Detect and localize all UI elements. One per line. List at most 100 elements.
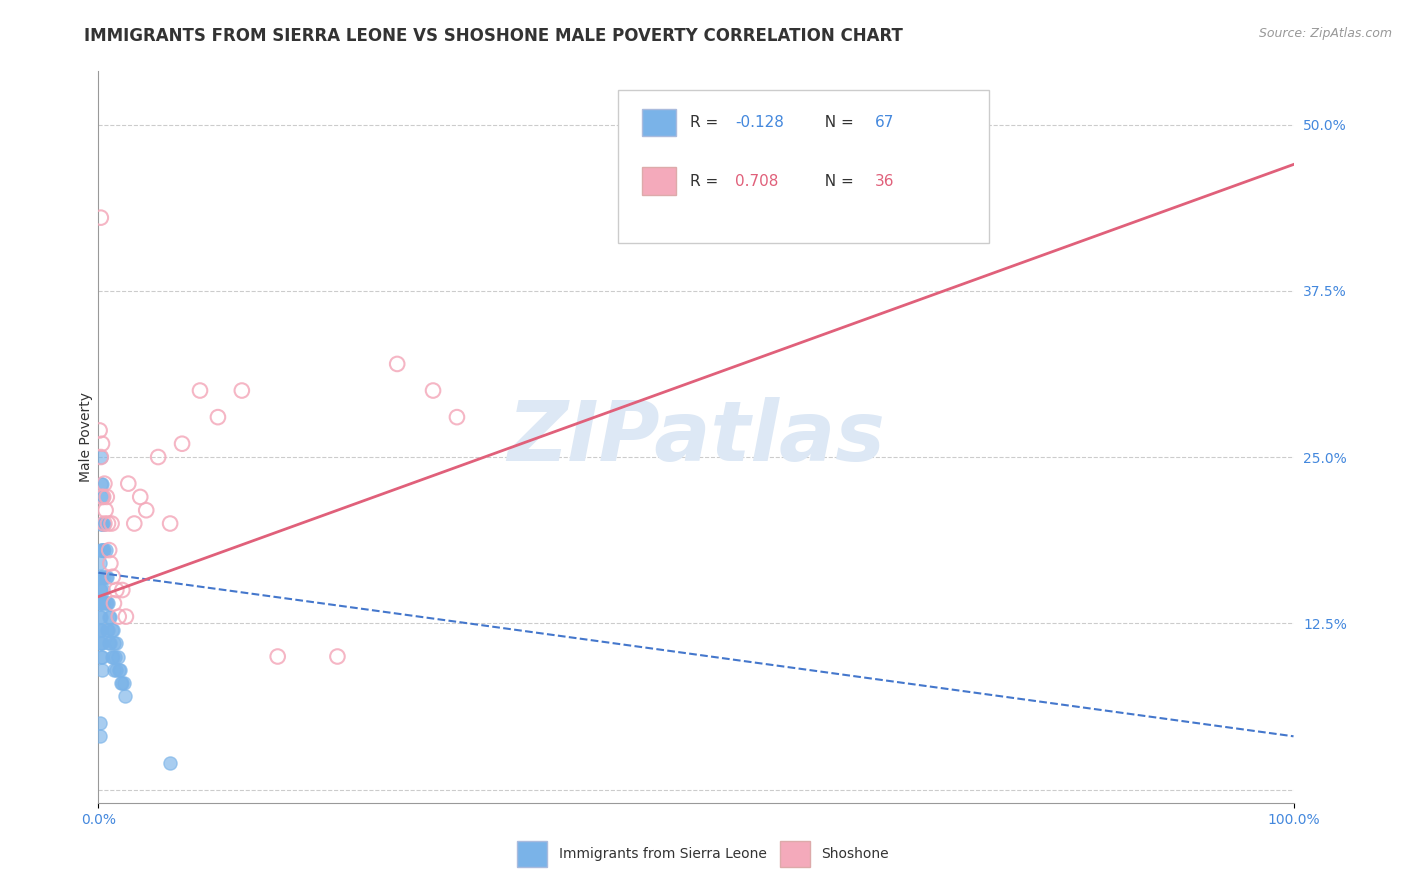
Point <box>103 663 125 677</box>
Point <box>91 476 114 491</box>
Point <box>90 609 112 624</box>
Point <box>326 649 349 664</box>
Point <box>91 663 114 677</box>
Point <box>114 690 136 704</box>
Text: Shoshone: Shoshone <box>821 847 889 861</box>
Point <box>94 503 117 517</box>
Point <box>135 503 157 517</box>
Point <box>90 636 112 650</box>
Point <box>91 543 114 558</box>
Point <box>111 676 134 690</box>
Point <box>90 476 112 491</box>
Point <box>159 756 181 770</box>
Point <box>98 557 122 571</box>
Point <box>91 636 114 650</box>
Point <box>90 543 112 558</box>
Point <box>90 582 112 597</box>
Point <box>117 476 139 491</box>
Point <box>105 636 128 650</box>
Point <box>89 623 111 637</box>
Point <box>94 596 117 610</box>
Point <box>90 570 112 584</box>
Point <box>112 676 135 690</box>
Point <box>100 516 122 531</box>
Point <box>90 450 112 464</box>
Text: 0.708: 0.708 <box>735 174 779 188</box>
Point <box>90 516 112 531</box>
Bar <box>643 109 676 136</box>
Point <box>89 636 111 650</box>
Point <box>89 596 111 610</box>
Point <box>115 609 138 624</box>
Point <box>94 570 117 584</box>
Point <box>105 582 128 597</box>
Point <box>90 450 112 464</box>
Y-axis label: Male Poverty: Male Poverty <box>79 392 93 482</box>
Point <box>98 543 121 558</box>
Point <box>91 436 114 450</box>
Text: ZIPatlas: ZIPatlas <box>508 397 884 477</box>
Point <box>90 596 112 610</box>
Point <box>93 516 115 531</box>
Point <box>101 623 124 637</box>
Point <box>446 410 468 425</box>
Point <box>90 649 112 664</box>
Point <box>231 384 253 398</box>
Point <box>98 609 121 624</box>
Point <box>91 490 114 504</box>
Point <box>96 570 118 584</box>
Text: -0.128: -0.128 <box>735 115 785 130</box>
Point <box>98 609 122 624</box>
Bar <box>779 841 810 867</box>
Bar <box>517 841 547 867</box>
Point <box>107 663 129 677</box>
Point <box>91 582 114 597</box>
Point <box>110 676 132 690</box>
Text: IMMIGRANTS FROM SIERRA LEONE VS SHOSHONE MALE POVERTY CORRELATION CHART: IMMIGRANTS FROM SIERRA LEONE VS SHOSHONE… <box>84 27 903 45</box>
FancyBboxPatch shape <box>619 89 988 244</box>
Text: 67: 67 <box>876 115 894 130</box>
Point <box>107 609 129 624</box>
Point <box>101 570 124 584</box>
Bar <box>643 167 676 195</box>
Point <box>104 649 127 664</box>
Text: Immigrants from Sierra Leone: Immigrants from Sierra Leone <box>558 847 766 861</box>
Point <box>97 623 120 637</box>
Point <box>103 636 125 650</box>
Point <box>89 570 111 584</box>
Point <box>89 729 111 743</box>
Point <box>108 663 131 677</box>
Point <box>103 596 125 610</box>
Point <box>89 609 111 624</box>
Point <box>91 490 114 504</box>
Point <box>124 516 146 531</box>
Point <box>100 649 122 664</box>
Point <box>111 582 134 597</box>
Point <box>93 570 115 584</box>
Point <box>91 649 114 664</box>
Point <box>100 623 122 637</box>
Text: Source: ZipAtlas.com: Source: ZipAtlas.com <box>1258 27 1392 40</box>
Point <box>96 596 118 610</box>
Point <box>89 424 111 438</box>
Point <box>422 384 444 398</box>
Point <box>107 649 129 664</box>
Point <box>89 582 111 597</box>
Text: 36: 36 <box>876 174 894 188</box>
Point <box>94 543 117 558</box>
Point <box>90 211 112 225</box>
Point <box>91 490 114 504</box>
Point <box>91 596 114 610</box>
Point <box>98 636 121 650</box>
Point <box>101 649 124 664</box>
Point <box>91 516 114 531</box>
Point <box>90 623 112 637</box>
Point <box>96 490 118 504</box>
Point <box>385 357 409 371</box>
Point <box>924 144 946 158</box>
Point <box>96 623 118 637</box>
Text: R =: R = <box>690 174 723 188</box>
Text: N =: N = <box>815 115 859 130</box>
Point <box>93 543 115 558</box>
Point <box>148 450 170 464</box>
